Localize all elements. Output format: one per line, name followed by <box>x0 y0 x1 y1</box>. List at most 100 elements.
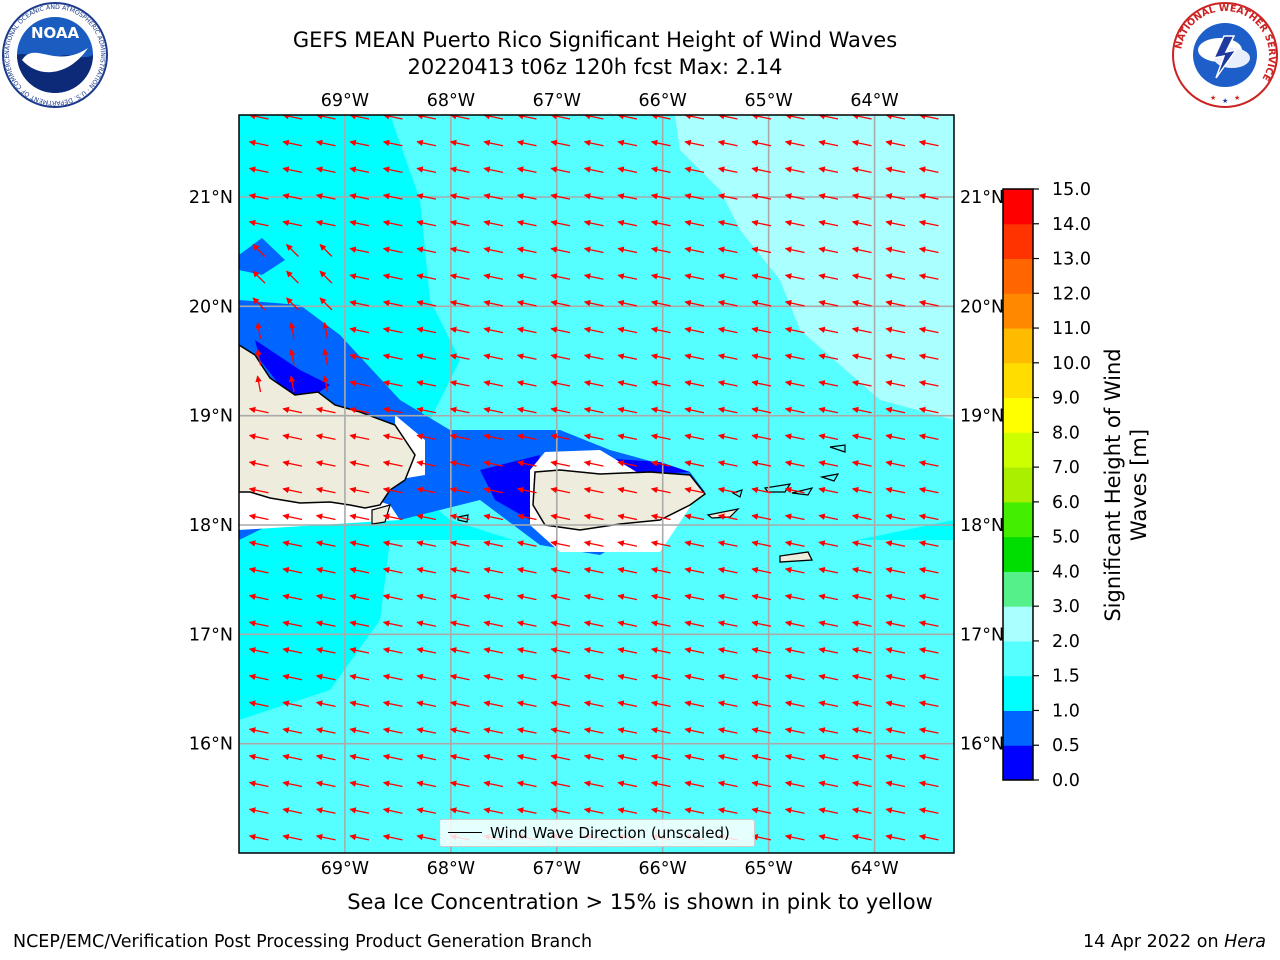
colorbar-frame <box>1002 188 1034 781</box>
legend-line-swatch <box>448 832 482 833</box>
wave-direction-arrow <box>583 700 604 708</box>
colorbar-tick-label: 11.0 <box>1052 319 1091 339</box>
wave-direction-arrow <box>288 375 296 393</box>
wave-direction-arrow <box>885 433 906 441</box>
wave-direction-arrow <box>885 406 906 414</box>
wave-direction-arrow <box>282 139 303 147</box>
wave-direction-arrow <box>382 540 403 547</box>
wave-direction-arrow <box>483 353 504 360</box>
wave-direction-arrow <box>684 780 705 788</box>
wave-direction-arrow <box>818 460 839 467</box>
wave-direction-arrow <box>583 166 604 174</box>
colorbar-tick-label: 7.0 <box>1052 458 1080 478</box>
colorbar-swatch <box>1003 397 1033 433</box>
wave-direction-arrow <box>751 460 772 467</box>
wave-direction-arrow <box>516 807 537 814</box>
wave-direction-arrow <box>918 593 939 601</box>
wave-direction-arrow <box>416 620 437 627</box>
wave-direction-arrow <box>416 833 437 841</box>
wave-direction-arrow <box>717 139 738 147</box>
wave-direction-arrow <box>583 460 604 467</box>
wave-direction-arrow <box>550 513 571 521</box>
wave-direction-arrow <box>416 807 437 814</box>
wave-direction-arrow <box>516 513 537 521</box>
colorbar-tick-label: 10.0 <box>1052 354 1091 374</box>
wave-direction-arrow <box>349 673 370 681</box>
wave-direction-arrow <box>516 353 537 360</box>
wave-direction-arrow <box>818 166 839 174</box>
wave-direction-arrow <box>885 620 906 627</box>
colorbar-tick-label: 2.0 <box>1052 632 1080 652</box>
hispaniola-landmass <box>239 344 416 509</box>
wave-direction-arrow <box>684 246 705 254</box>
wave-direction-arrow <box>717 380 738 387</box>
wave-direction-arrow <box>751 807 772 814</box>
wave-direction-arrow <box>650 700 671 708</box>
wave-direction-arrow <box>286 270 299 284</box>
wave-direction-arrow <box>851 299 872 307</box>
wave-direction-arrow <box>717 433 738 441</box>
wave-direction-arrow <box>483 700 504 708</box>
lat-tick-label: 18°N <box>960 516 1004 536</box>
wave-direction-arrow <box>516 486 537 494</box>
wave-direction-arrow <box>684 380 705 387</box>
wave-direction-arrow <box>650 486 671 494</box>
wave-direction-arrow <box>918 673 939 681</box>
wave-direction-arrow <box>650 727 671 734</box>
wave-direction-arrow <box>784 486 805 494</box>
wave-direction-arrow <box>382 246 403 254</box>
wave-direction-arrow <box>918 460 939 467</box>
colorbar-swatch <box>1003 745 1033 781</box>
colorbar-label: Significant Height of Wind Waves [m] <box>1101 348 1151 622</box>
wave-direction-arrow <box>818 513 839 521</box>
wave-direction-arrow <box>918 246 939 254</box>
wave-direction-arrow <box>818 753 839 761</box>
wave-direction-arrow <box>382 380 403 387</box>
wave-direction-arrow <box>416 673 437 681</box>
wave-direction-arrow <box>550 326 571 334</box>
wave-direction-arrow <box>851 353 872 360</box>
wave-direction-arrow <box>416 753 437 761</box>
wave-direction-arrow <box>382 807 403 814</box>
wave-direction-arrow <box>382 700 403 708</box>
wave-direction-arrow <box>617 593 638 601</box>
wave-direction-arrow <box>617 727 638 734</box>
wave-direction-arrow <box>717 780 738 788</box>
wave-direction-arrow <box>550 219 571 227</box>
wave-direction-arrow <box>717 566 738 574</box>
wave-direction-arrow <box>516 433 537 441</box>
wave-direction-arrow <box>617 299 638 307</box>
wave-direction-arrow <box>851 326 872 334</box>
colorbar: 0.0 0.5 1.0 1.5 2.0 3.0 4.0 5.0 6.0 7.0 8.0 9.0 10.0… <box>1002 180 1091 791</box>
wave-direction-arrow <box>248 727 269 734</box>
wave-direction-arrow <box>416 139 437 147</box>
wave-direction-arrow <box>449 593 470 601</box>
wave-direction-arrow <box>650 353 671 360</box>
wave-direction-arrow <box>717 193 738 200</box>
lightning-bolt-icon <box>1212 35 1238 79</box>
wave-direction-arrow <box>349 273 370 280</box>
wave-direction-arrow <box>349 513 370 521</box>
wave-direction-arrow <box>784 700 805 708</box>
wave-direction-arrow <box>684 727 705 734</box>
wave-direction-arrow <box>416 380 437 387</box>
wave-direction-arrow <box>349 246 370 254</box>
wave-direction-arrow <box>248 593 269 601</box>
wave-direction-arrow <box>885 380 906 387</box>
colorbar-swatch <box>1003 536 1033 572</box>
lat-tick-label: 19°N <box>189 407 233 427</box>
wave-direction-arrow <box>449 219 470 227</box>
wave-direction-arrow <box>252 244 266 257</box>
wave-direction-arrow <box>282 486 303 494</box>
wave-direction-arrow <box>550 166 571 174</box>
wave-direction-arrow <box>751 139 772 147</box>
wave-direction-arrow <box>918 700 939 708</box>
wave-direction-arrow <box>516 540 537 547</box>
wave-direction-arrow <box>650 753 671 761</box>
wave-direction-arrow <box>784 780 805 788</box>
wave-direction-arrow <box>550 486 571 494</box>
wave-direction-arrow <box>248 193 269 200</box>
wave-direction-arrow <box>583 727 604 734</box>
wave-direction-arrow <box>851 273 872 280</box>
wave-direction-arrow <box>784 833 805 841</box>
